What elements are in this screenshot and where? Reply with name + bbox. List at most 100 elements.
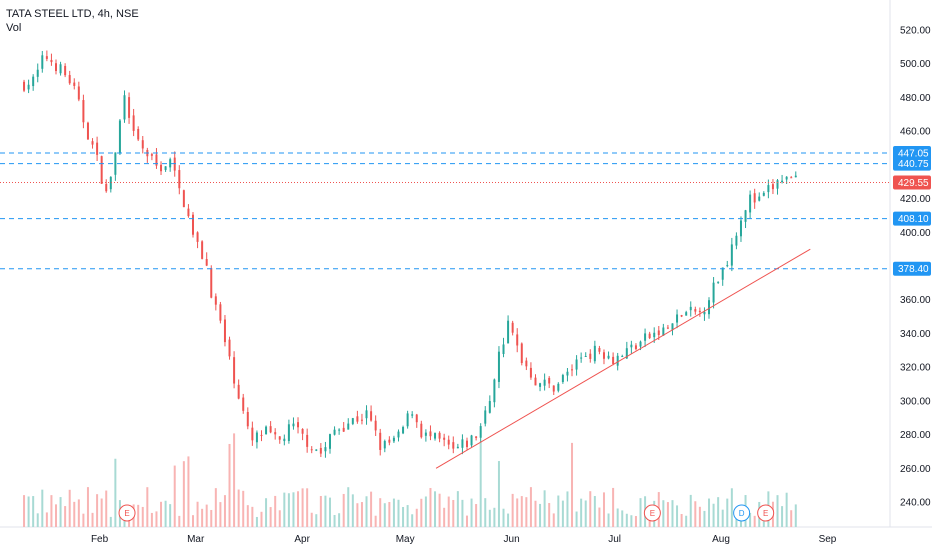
candle-body <box>543 379 546 386</box>
candle-body <box>356 416 359 422</box>
candle-body <box>653 332 656 338</box>
volume-bar <box>580 498 583 527</box>
volume-bar <box>392 498 395 527</box>
time-tick-label: Jun <box>504 534 520 545</box>
volume-bar <box>584 500 587 527</box>
time-tick-label: May <box>396 534 415 545</box>
volume-bar <box>214 488 217 527</box>
candle-body <box>520 343 523 364</box>
candle-body <box>785 176 788 180</box>
time-axis[interactable]: Feb Mar Apr May Jun Jul Aug Sep <box>91 534 837 545</box>
candle-body <box>735 235 738 246</box>
candle-body <box>265 426 268 435</box>
level-price-tag <box>893 145 931 160</box>
candle-body <box>187 208 190 217</box>
candle-body <box>328 434 331 449</box>
volume-bar <box>434 491 437 527</box>
volume-bar <box>319 495 322 527</box>
level-price-tag-label: 408.10 <box>898 214 929 225</box>
candle-body <box>342 427 345 432</box>
candle-body <box>776 180 779 189</box>
volume-bar <box>205 504 208 527</box>
candle-body <box>287 424 290 441</box>
event-marker-label: D <box>739 509 745 518</box>
volume-bar <box>424 496 427 527</box>
candle-body <box>447 439 450 445</box>
candle-body <box>630 344 633 348</box>
volume-bar <box>32 496 35 527</box>
time-tick-label: Sep <box>819 534 837 545</box>
volume-bar <box>228 443 231 527</box>
candle-body <box>242 397 245 411</box>
candle-body <box>639 341 642 347</box>
candle-body <box>424 432 427 436</box>
volume-bar <box>447 496 450 527</box>
candle-body <box>698 310 701 312</box>
volume-bar <box>191 515 194 527</box>
volume-bar <box>488 509 491 527</box>
candle-body <box>191 214 194 235</box>
volume-bar <box>689 494 692 527</box>
candle-body <box>55 63 57 72</box>
volume-bar <box>324 495 327 527</box>
candle-body <box>680 315 683 317</box>
volume-bar <box>196 501 199 527</box>
volume-bar <box>680 514 683 527</box>
volume-bar <box>612 487 615 527</box>
price-axis[interactable]: 240.00 260.00 280.00 300.00 320.00 340.00 360.… <box>893 26 931 509</box>
candle-body <box>269 426 272 433</box>
candle-body <box>452 442 455 449</box>
candle-body <box>105 183 108 192</box>
candle-body <box>781 180 784 183</box>
volume-bar <box>730 488 733 527</box>
candle-body <box>283 438 286 442</box>
volume-bar <box>68 489 71 527</box>
volume-bar <box>246 505 249 527</box>
candle-body <box>470 435 473 446</box>
candle-body <box>767 185 770 193</box>
candle-body <box>539 383 542 387</box>
candle-body <box>118 120 121 154</box>
volume-bar <box>169 504 172 527</box>
volume-bar <box>753 515 756 527</box>
candle-body <box>721 267 724 280</box>
candle-body <box>566 371 569 376</box>
volume-bar <box>621 510 624 527</box>
volume-bar <box>219 502 222 527</box>
candle-body <box>379 432 382 450</box>
candle-body <box>86 122 89 140</box>
volume-bar <box>155 511 158 527</box>
candle-body <box>338 429 341 431</box>
volume-bar <box>141 506 144 527</box>
candle-body <box>402 427 405 434</box>
event-marker <box>757 504 775 522</box>
candle-body <box>616 355 619 366</box>
candle-body <box>420 423 423 438</box>
volume-bar <box>383 503 386 527</box>
volume-bar <box>561 500 564 527</box>
candle-body <box>64 65 67 76</box>
candle-body <box>137 128 140 140</box>
candle-body <box>237 384 240 399</box>
candle-body <box>790 177 793 179</box>
candle-body <box>689 306 692 311</box>
volume-bar <box>475 504 478 527</box>
candle-body <box>625 348 628 359</box>
volume-bar <box>265 498 268 527</box>
volume-bar <box>105 490 108 527</box>
candle-body <box>397 431 400 438</box>
volume-bar <box>520 496 523 527</box>
candle-body <box>712 282 715 303</box>
volume-bar <box>310 512 313 527</box>
price-tick-label: 460.00 <box>900 127 931 138</box>
volume-bar <box>45 512 48 527</box>
volume-bar <box>776 495 779 527</box>
volume-bar <box>634 516 637 527</box>
volume-bar <box>529 487 532 527</box>
volume-bar <box>73 501 76 527</box>
volume-bar <box>379 498 382 527</box>
volume-bar <box>178 515 181 527</box>
candle-body <box>771 184 774 190</box>
candle-body <box>164 166 167 170</box>
